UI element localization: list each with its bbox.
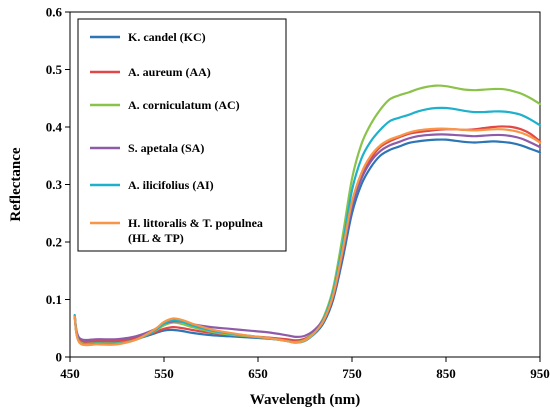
y-axis-title: Reflectance xyxy=(8,147,24,221)
x-tick-label: 950 xyxy=(530,366,550,381)
series-line-4 xyxy=(73,106,542,346)
y-tick-label: 0.3 xyxy=(46,177,63,192)
y-tick-label: 0 xyxy=(56,350,63,365)
series-layer xyxy=(73,84,542,347)
y-tick-label: 0.2 xyxy=(46,235,62,250)
y-tick-label: 0.1 xyxy=(46,292,62,307)
legend-label-0: K. candel (KC) xyxy=(128,30,206,44)
series-line-0 xyxy=(73,138,542,345)
series-line-2 xyxy=(73,84,542,346)
x-tick-label: 450 xyxy=(60,366,80,381)
series-line-5 xyxy=(73,127,542,347)
y-tick-label: 0.4 xyxy=(46,120,63,135)
legend-label-3: S. apetala (SA) xyxy=(128,141,204,155)
legend: K. candel (KC) A. aureum (AA) A. cornicula… xyxy=(77,18,287,252)
y-tick-label: 0.6 xyxy=(46,5,63,20)
x-tick-label: 850 xyxy=(436,366,456,381)
x-tick-label: 650 xyxy=(248,366,268,381)
axis-layer: 450 550 650 750 850 950 0 0.1 0.2 0.3 0.4 0.5 0.6 xyxy=(46,5,550,382)
x-tick-label: 750 xyxy=(342,366,362,381)
legend-label-5-line2: (HL & TP) xyxy=(128,231,184,245)
x-tick-label: 550 xyxy=(154,366,174,381)
legend-label-4: A. ilicifolius (AI) xyxy=(128,178,214,192)
legend-label-1: A. aureum (AA) xyxy=(128,65,211,79)
y-tick-label: 0.5 xyxy=(46,62,63,77)
legend-label-5: H. littoralis & T. populnea xyxy=(128,216,263,230)
legend-label-2: A. corniculatum (AC) xyxy=(128,98,240,112)
x-axis-title: Wavelength (nm) xyxy=(250,392,360,408)
legend-box xyxy=(77,18,287,252)
